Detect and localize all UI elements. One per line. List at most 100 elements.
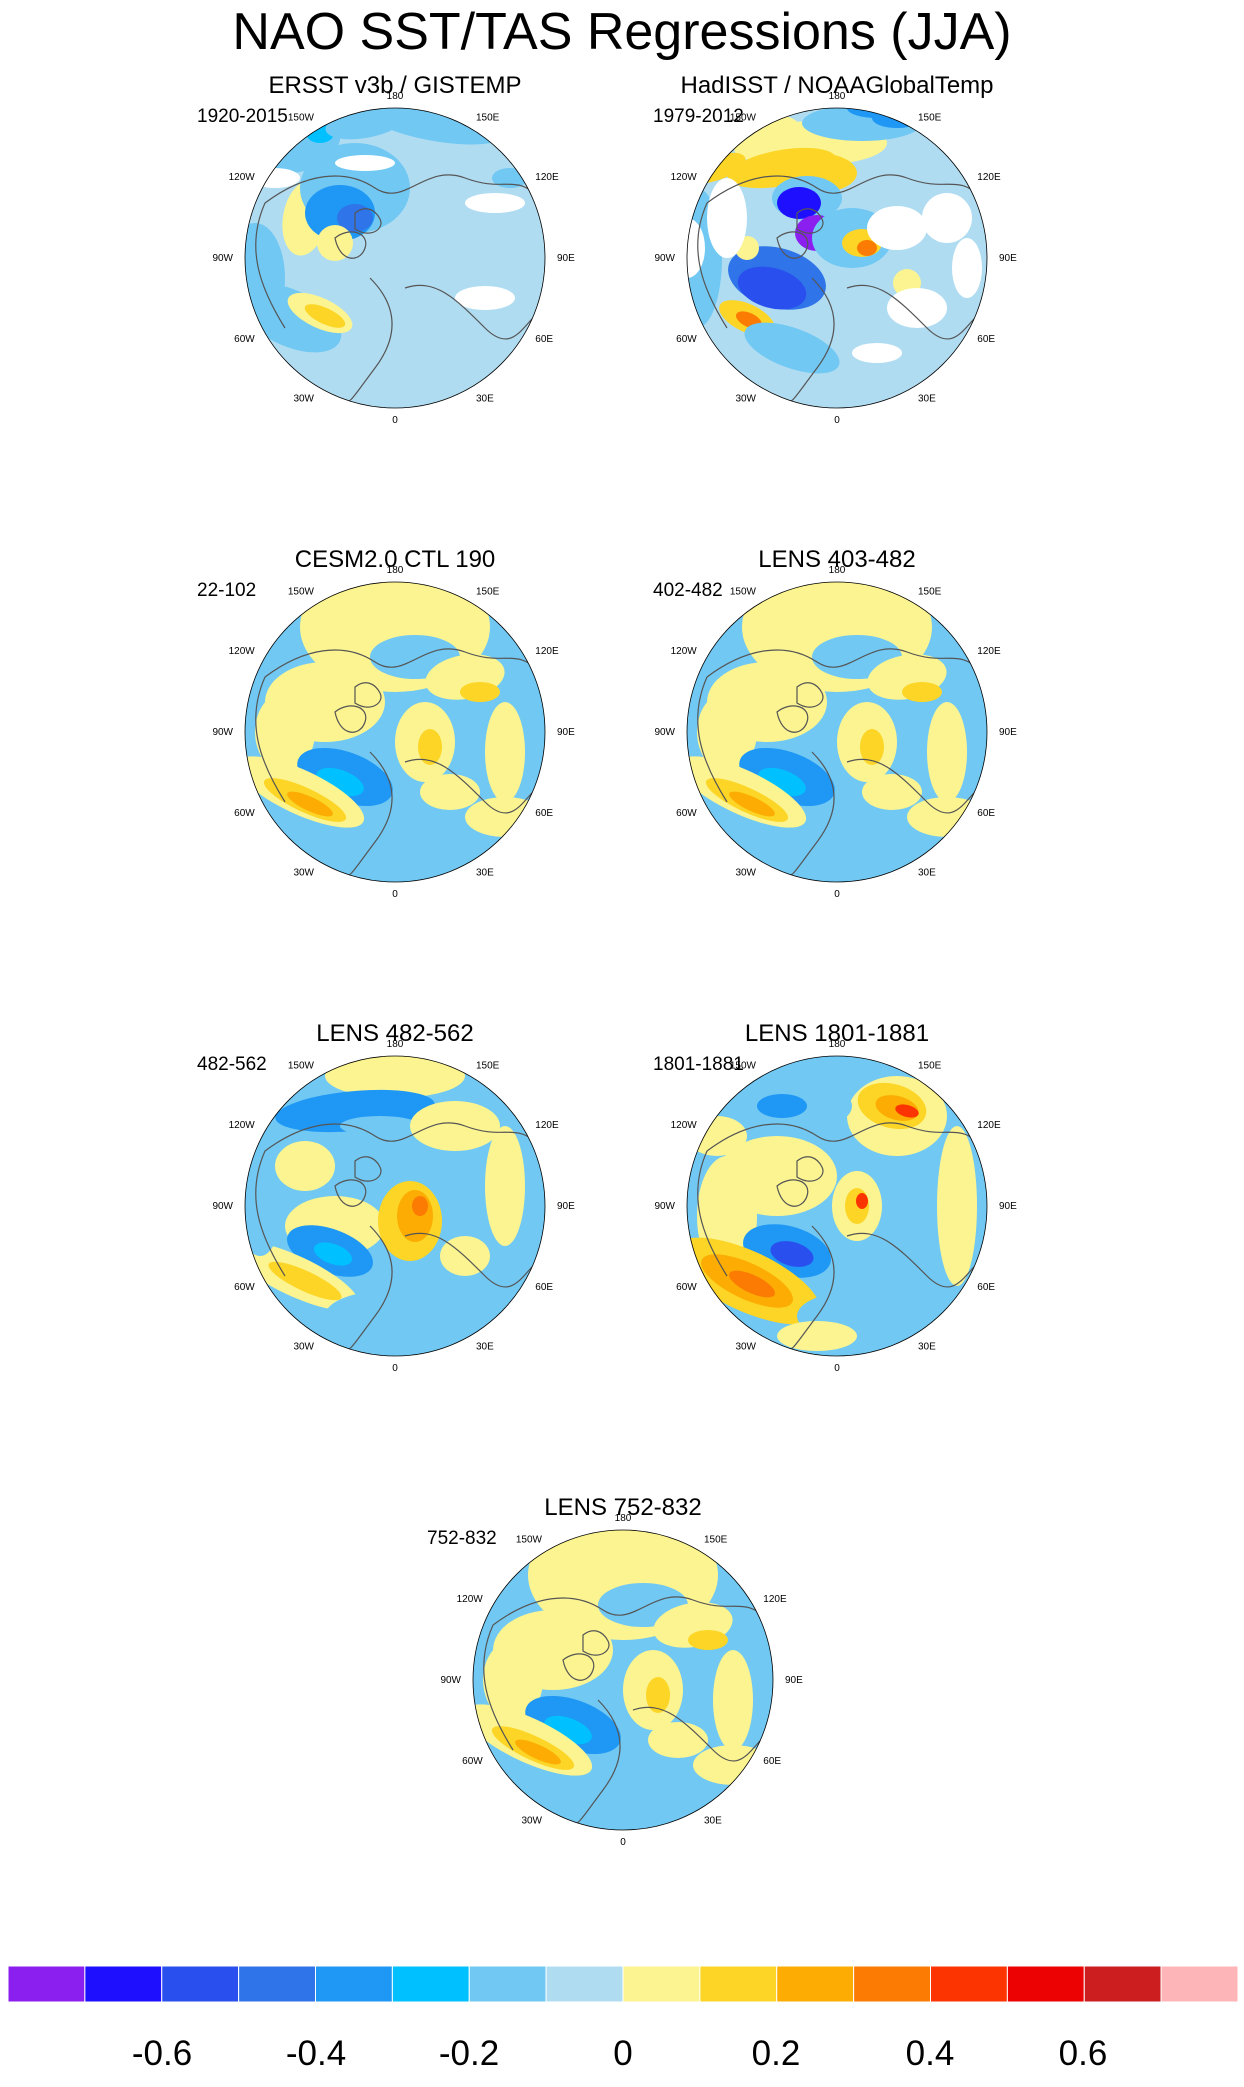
anomaly-region xyxy=(340,1116,420,1136)
anomaly-region xyxy=(485,702,525,802)
longitude-label: 150E xyxy=(704,1535,728,1546)
polar-map: 180 150E 120E 90E 60E 30E 0 30W 60W 90W 120W 150W xyxy=(654,565,1017,900)
missing-data-region xyxy=(455,286,515,310)
longitude-label: 120W xyxy=(229,646,256,657)
anomaly-region xyxy=(295,827,435,877)
anomaly-region xyxy=(862,774,922,810)
longitude-label: 90W xyxy=(654,253,675,264)
longitude-label: 120E xyxy=(535,172,559,183)
anomaly-region xyxy=(325,1291,445,1341)
longitude-label: 120E xyxy=(535,1120,559,1131)
colorbar-swatch xyxy=(315,1966,393,2002)
longitude-label: 150W xyxy=(516,1535,543,1546)
anomaly-region xyxy=(688,1630,728,1650)
anomaly-region xyxy=(515,1739,561,1765)
colorbar xyxy=(8,1966,1238,2002)
longitude-label: 150E xyxy=(476,113,500,124)
longitude-label: 150W xyxy=(730,1061,757,1072)
anomaly-region xyxy=(729,791,775,817)
longitude-label: 60W xyxy=(676,1282,697,1293)
coastline xyxy=(255,1122,545,1356)
anomaly-region xyxy=(856,1193,868,1209)
colorbar-swatch xyxy=(391,1966,470,2002)
anomaly-region xyxy=(777,187,821,219)
longitude-label: 120E xyxy=(977,1120,1001,1131)
polar-map: 180 150E 120E 90E 60E 30E 0 30W 60W 90W 120W 150W xyxy=(440,1513,803,1848)
longitude-label: 30W xyxy=(735,867,756,878)
longitude-label: 0 xyxy=(834,1363,840,1374)
longitude-label: 60E xyxy=(977,334,995,345)
longitude-label: 120W xyxy=(229,1120,256,1131)
longitude-label: 90E xyxy=(557,1201,575,1212)
anomaly-region xyxy=(313,1242,353,1266)
map-panel-cesm2-ctl: 180 150E 120E 90E 60E 30E 0 30W 60W 90W 120W 150W C… xyxy=(175,546,615,986)
longitude-label: 30W xyxy=(293,867,314,878)
anomaly-region xyxy=(483,1640,543,1720)
map-panel-lens-1801-1881: 180 150E 120E 90E 60E 30E 0 30W 60W 90W 120W 150W L… xyxy=(617,1020,1057,1460)
anomaly-region xyxy=(713,1650,753,1750)
panel-period: 1920-2015 xyxy=(197,106,288,127)
map-boundary xyxy=(686,107,988,409)
longitude-label: 60W xyxy=(676,334,697,345)
panel-title: LENS 752-832 xyxy=(544,1494,702,1521)
missing-data-region xyxy=(687,218,705,278)
colorbar-tick-label: 0.2 xyxy=(751,2034,801,2073)
longitude-label: 150W xyxy=(288,113,315,124)
panel-period: 482-562 xyxy=(197,1054,267,1075)
map-boundary xyxy=(686,581,988,883)
longitude-label: 150E xyxy=(918,1061,942,1072)
anomaly-region xyxy=(317,225,353,261)
longitude-label: 180 xyxy=(387,91,404,102)
figure-title: NAO SST/TAS Regressions (JJA) xyxy=(232,3,1012,61)
longitude-label: 30E xyxy=(476,1341,494,1352)
colorbar-swatch xyxy=(8,1966,86,2002)
polar-map: 180 150E 120E 90E 60E 30E 0 30W 60W 90W 120W 150W xyxy=(212,1039,575,1374)
longitude-label: 30E xyxy=(918,393,936,404)
missing-data-region xyxy=(335,155,395,171)
longitude-label: 30W xyxy=(293,1341,314,1352)
longitude-label: 90E xyxy=(999,1201,1017,1212)
map-boundary xyxy=(472,1529,774,1831)
anomaly-region xyxy=(937,1126,977,1286)
longitude-label: 90W xyxy=(212,1201,233,1212)
anomaly-region xyxy=(770,1241,814,1267)
longitude-label: 30E xyxy=(476,393,494,404)
colorbar-swatch xyxy=(545,1966,624,2002)
panel-title: HadISST / NOAAGlobalTemp xyxy=(680,72,994,99)
missing-data-region xyxy=(707,178,747,258)
longitude-label: 60E xyxy=(977,1282,995,1293)
longitude-label: 0 xyxy=(834,415,840,426)
longitude-label: 90W xyxy=(654,1201,675,1212)
map-boundary xyxy=(244,1055,546,1357)
colorbar-tick-label: 0.6 xyxy=(1058,2034,1108,2073)
longitude-label: 150E xyxy=(918,113,942,124)
longitude-label: 120W xyxy=(671,172,698,183)
missing-data-region xyxy=(250,168,300,188)
map-boundary xyxy=(244,581,546,883)
missing-data-region xyxy=(952,238,982,298)
anomaly-region xyxy=(907,797,987,837)
colorbar-swatch xyxy=(930,1966,1008,2002)
missing-data-region xyxy=(922,193,972,243)
polar-map: 180 150E 120E 90E 60E 30E 0 30W 60W 90W 120W 150W xyxy=(654,1039,1017,1374)
longitude-label: 0 xyxy=(392,1363,398,1374)
longitude-label: 180 xyxy=(829,1039,846,1050)
panel-period: 752-832 xyxy=(427,1528,497,1549)
anomaly-region xyxy=(268,1261,342,1301)
longitude-label: 60W xyxy=(234,1282,255,1293)
longitude-label: 30E xyxy=(476,867,494,878)
anomaly-region xyxy=(737,266,807,310)
longitude-label: 0 xyxy=(392,415,398,426)
longitude-label: 30W xyxy=(735,1341,756,1352)
anomaly-region xyxy=(523,1775,663,1825)
longitude-label: 120W xyxy=(229,172,256,183)
longitude-label: 0 xyxy=(620,1837,626,1848)
longitude-label: 90E xyxy=(557,253,575,264)
longitude-label: 0 xyxy=(392,889,398,900)
anomaly-region xyxy=(902,682,942,702)
longitude-label: 120W xyxy=(671,1120,698,1131)
anomaly-region xyxy=(420,774,480,810)
longitude-label: 150W xyxy=(730,113,757,124)
longitude-label: 120E xyxy=(977,646,1001,657)
map-panel-ersst-gistemp: 180 150E 120E 90E 60E 30E 0 30W 60W 90W 120W 150W E… xyxy=(175,72,615,512)
